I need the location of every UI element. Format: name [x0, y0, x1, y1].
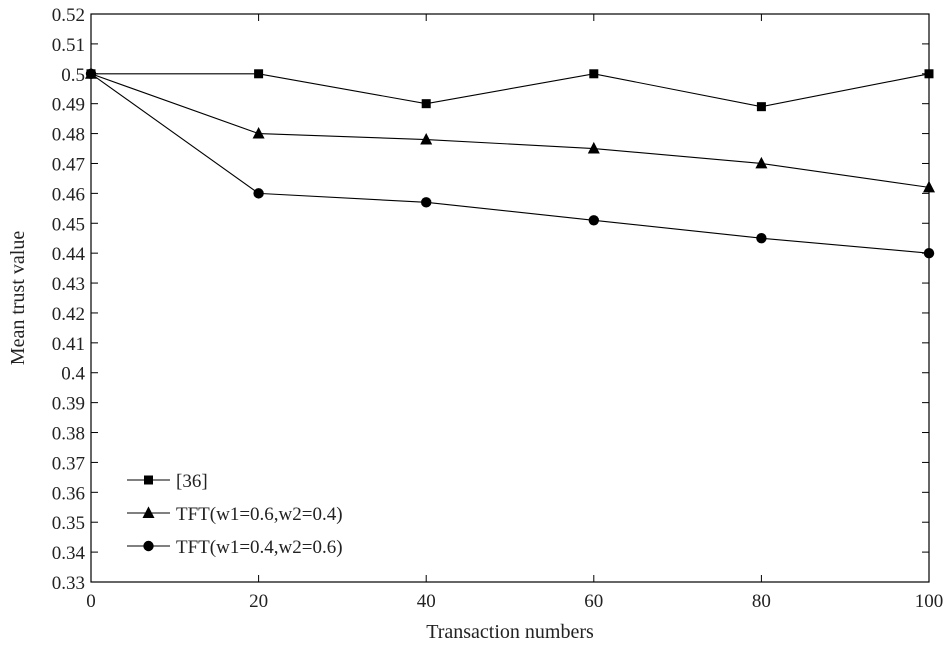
- data-point-circle: [85, 68, 97, 79]
- data-point-square: [421, 99, 431, 109]
- legend-item: [36]: [127, 471, 208, 492]
- series-line: [90, 73, 930, 188]
- y-tick-label: 0.52: [52, 5, 85, 26]
- data-point-circle: [923, 247, 935, 259]
- data-point-circle: [588, 215, 599, 226]
- y-tick-label: 0.45: [52, 214, 85, 235]
- y-tick-label: 0.44: [52, 244, 86, 265]
- y-tick-label: 0.33: [52, 573, 85, 594]
- x-tick-label: 100: [915, 591, 944, 612]
- y-tick-label: 0.48: [52, 125, 85, 146]
- data-point-triangle: [587, 141, 600, 154]
- data-point-square: [756, 102, 766, 112]
- series-group: [85, 67, 935, 259]
- y-tick-label: 0.43: [52, 274, 85, 295]
- legend-label: TFT(w1=0.4,w2=0.6): [176, 537, 343, 558]
- y-tick-label: 0.35: [52, 513, 85, 534]
- y-tick-label: 0.41: [52, 334, 85, 355]
- x-tick-label: 60: [584, 591, 603, 612]
- data-point-triangle: [755, 156, 768, 169]
- x-tick-label: 80: [752, 591, 771, 612]
- x-axis-label: Transaction numbers: [426, 621, 594, 643]
- series-square: [86, 69, 934, 112]
- y-tick-label: 0.42: [52, 304, 85, 325]
- legend-label: TFT(w1=0.6,w2=0.4): [176, 504, 343, 525]
- y-tick-label: 0.34: [52, 543, 86, 564]
- y-tick-label: 0.46: [52, 184, 85, 205]
- legend: [36] TFT(w1=0.6,w2=0.4) TFT(w1=0.4,w2=0.6): [127, 471, 343, 558]
- y-tick-label: 0.47: [52, 154, 85, 175]
- axes: [90, 13, 930, 583]
- plot-frame: [90, 13, 930, 583]
- legend-item: TFT(w1=0.4,w2=0.6): [127, 537, 343, 558]
- x-axis-ticks: 0 20 40 60 80 100: [86, 14, 943, 612]
- data-point-triangle: [923, 180, 935, 193]
- data-point-triangle: [420, 132, 433, 145]
- x-tick-label: 20: [249, 591, 268, 612]
- data-point-square: [254, 69, 264, 79]
- y-tick-label: 0.5: [61, 65, 85, 86]
- y-tick-label: 0.36: [52, 483, 85, 504]
- legend-marker-circle: [143, 540, 154, 552]
- legend-label: [36]: [176, 471, 208, 492]
- data-point-circle: [253, 188, 264, 199]
- y-axis-ticks: 0.33 0.34 0.35 0.36 0.37 0.38 0.39 0.4 0.41 0.42 0…: [52, 5, 929, 594]
- data-point-square: [924, 69, 934, 79]
- series-line: [90, 73, 930, 254]
- series-line: [91, 73, 930, 108]
- y-tick-label: 0.38: [52, 424, 85, 445]
- data-point-circle: [756, 233, 767, 244]
- y-axis-label: Mean trust value: [7, 231, 29, 366]
- y-tick-label: 0.51: [52, 35, 85, 56]
- legend-item: TFT(w1=0.6,w2=0.4): [127, 504, 343, 525]
- y-tick-label: 0.4: [61, 364, 85, 385]
- legend-marker-triangle: [142, 506, 155, 518]
- x-tick-label: 40: [417, 591, 436, 612]
- data-point-square: [589, 69, 599, 79]
- y-tick-label: 0.39: [52, 394, 85, 415]
- legend-marker-square: [144, 475, 153, 485]
- series-triangle: [85, 67, 935, 193]
- data-point-triangle: [252, 126, 265, 139]
- x-tick-label: 0: [86, 591, 96, 612]
- y-tick-label: 0.49: [52, 95, 85, 116]
- y-tick-label: 0.37: [52, 453, 85, 474]
- data-point-circle: [421, 197, 432, 208]
- series-circle: [85, 68, 935, 259]
